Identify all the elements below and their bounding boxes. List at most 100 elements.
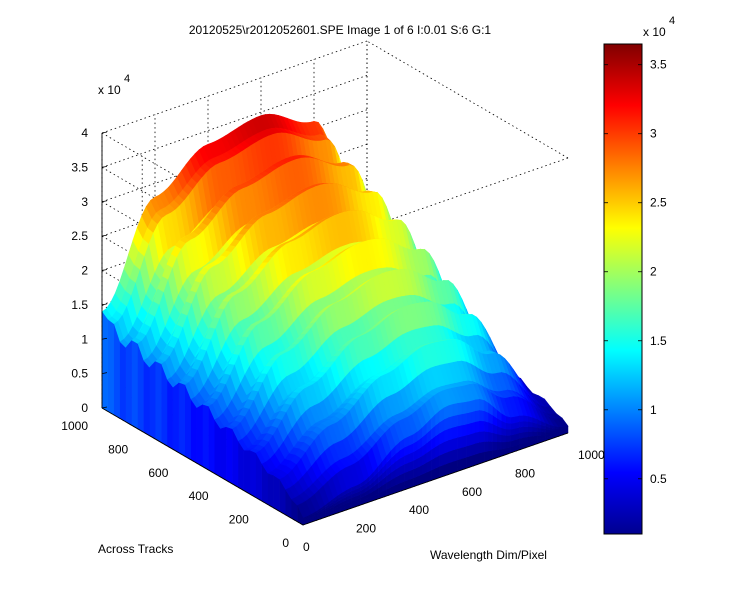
surface-front-patch <box>536 431 542 436</box>
chart-title: 20120525\r2012052601.SPE Image 1 of 6 I:… <box>189 23 492 37</box>
x-axis-label: Wavelength Dim/Pixel <box>430 548 547 562</box>
x-axis-ticks: 0 200 400 600 800 1000 <box>303 448 605 554</box>
surface-front-patch <box>452 414 458 428</box>
surface-front-patch <box>404 436 410 448</box>
grid-line <box>366 40 569 159</box>
surface-front-patch <box>497 433 503 443</box>
z-axis-ticks: 0 0.5 1 1.5 2 2.5 3 3.5 4 <box>71 126 108 415</box>
surface-front-patch <box>439 464 445 478</box>
surface-front-patch <box>461 423 467 437</box>
surface-front-patch <box>532 431 538 437</box>
surface-front-patch <box>444 462 450 477</box>
surface-side-patch <box>154 361 162 443</box>
surface-front-patch <box>510 416 516 424</box>
surface-front-patch <box>528 435 533 443</box>
z-tick-mark <box>101 131 108 134</box>
y-tick-label: 400 <box>189 489 209 503</box>
colorbar-tick-label: 1.5 <box>650 334 667 348</box>
y-tick-label: 200 <box>229 513 249 527</box>
surface-front-patch <box>466 411 472 425</box>
surface-front-patch <box>483 420 489 433</box>
y-axis-ticks: 0 200 400 600 800 1000 <box>61 419 289 550</box>
colorbar-exponent-base: x 10 <box>643 25 666 39</box>
surface-front-patch <box>444 428 450 443</box>
surface-front-patch <box>457 435 463 450</box>
surface-front-patch <box>475 409 480 423</box>
surface-front-patch <box>523 415 529 422</box>
z-tick-mark <box>101 269 108 271</box>
y-tick-label: 1000 <box>61 419 88 433</box>
grid-line <box>302 157 569 251</box>
surface-front-patch <box>466 422 472 436</box>
surface-front-patch <box>452 425 458 439</box>
surface-side-patch <box>131 340 138 430</box>
surface-front-patch <box>479 431 485 443</box>
surface-front-patch <box>479 420 485 432</box>
surface-front-patch <box>475 431 480 444</box>
colorbar: 0.5 1 1.5 2 2.5 3 3.5 x 10 4 <box>603 15 675 535</box>
surface-side-patch <box>101 311 109 412</box>
surface-side-patch <box>267 473 274 509</box>
surface-front-patch <box>444 405 450 420</box>
surface-front-patch <box>505 440 511 449</box>
surface-front-patch <box>457 424 463 438</box>
z-tick-label: 0 <box>81 401 88 415</box>
z-tick-mark <box>101 372 108 375</box>
surface-front-patch <box>466 455 472 469</box>
x-tick-label: 600 <box>462 485 482 499</box>
surface-front-patch <box>519 431 525 439</box>
surface-front-patch <box>523 431 529 438</box>
surface-front-patch <box>461 456 467 471</box>
surface-front-patch <box>457 402 463 416</box>
surface-front-patch <box>475 399 480 412</box>
surface-front-patch <box>536 435 542 441</box>
surface-front-patch <box>523 420 529 427</box>
surface-side-patch <box>178 382 186 457</box>
colorbar-exponent: x 10 4 <box>643 15 675 39</box>
z-tick-mark <box>101 200 108 203</box>
surface-side-patch <box>196 404 203 467</box>
surface-front-patch <box>448 438 454 452</box>
surface-front-patch <box>479 409 485 422</box>
surface-front-patch <box>528 426 533 432</box>
surface-side-patch <box>202 404 209 471</box>
surface-front-patch <box>479 398 485 411</box>
surface-side-patch <box>107 319 115 416</box>
surface-side-patch <box>219 426 227 481</box>
y-tick-label: 800 <box>108 442 128 456</box>
surface-front-patch <box>541 431 547 436</box>
axis-line <box>101 407 304 526</box>
z-axis-exponent: x 10 4 <box>98 73 130 97</box>
surface-side-patch <box>190 398 197 464</box>
surface-front-patch <box>448 449 454 464</box>
surface-front-patch <box>514 415 520 424</box>
surface-front-patch <box>457 413 463 427</box>
z-exponent-power: 4 <box>124 73 130 85</box>
x-tick-label: 200 <box>356 522 376 536</box>
surface-front-patch <box>470 443 476 457</box>
surface-front-patch <box>505 422 511 430</box>
surface-front-patch <box>475 441 480 455</box>
colorbar-tick-label: 3 <box>650 127 657 141</box>
surface-front-patch <box>488 441 494 452</box>
surface-front-patch <box>452 459 458 474</box>
surface-front-patch <box>470 432 476 446</box>
surface-side-patch <box>249 450 256 498</box>
y-tick-label: 600 <box>148 466 168 480</box>
colorbar-gradient <box>603 43 643 535</box>
surface-front-patch <box>461 412 467 426</box>
surface-front-patch <box>457 447 463 461</box>
surface-side-patch <box>119 341 126 423</box>
surface-front-patch <box>466 444 472 458</box>
z-tick-label: 1.5 <box>71 298 88 312</box>
z-tick-mark <box>101 303 108 306</box>
z-tick-label: 0.5 <box>71 367 88 381</box>
z-tick-mark <box>101 234 108 237</box>
x-tick-label: 800 <box>515 466 535 480</box>
surface-front-patch <box>475 452 480 466</box>
surface-front-patch <box>492 432 498 443</box>
surface-front-patch <box>505 428 511 436</box>
colorbar-tick-label: 1 <box>650 403 657 417</box>
surface-front-patch <box>470 410 476 424</box>
surface-front-patch <box>497 441 503 450</box>
